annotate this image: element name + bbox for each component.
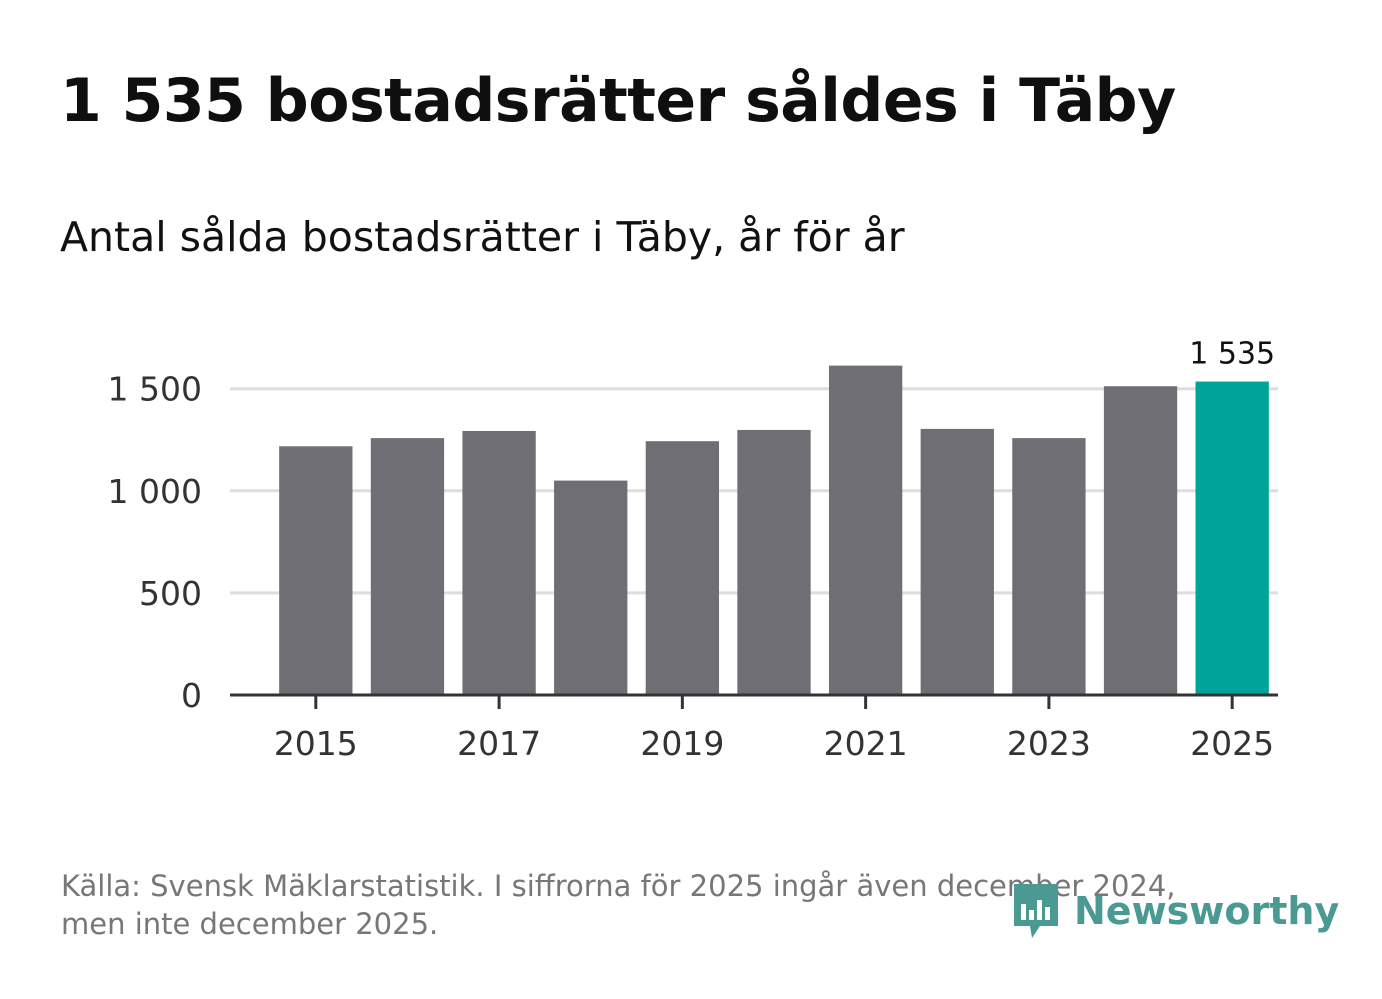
bar-2016 (370, 438, 445, 695)
x-tick-label: 2017 (457, 724, 541, 763)
bar-2019 (645, 441, 720, 695)
x-tick-label: 2019 (640, 724, 724, 763)
bar-2022 (920, 428, 994, 695)
newsworthy-logo-text: Newsworthy (1074, 889, 1340, 933)
source-line-2: men inte december 2025. (61, 907, 439, 941)
bar-2021 (828, 365, 903, 695)
x-tick-label: 2023 (1007, 724, 1091, 763)
data-label-2025: 1 535 (1189, 337, 1275, 372)
chart-subtitle: Antal sålda bostadsrätter i Täby, år för… (60, 213, 905, 261)
bar-2015 (279, 446, 353, 695)
y-tick-label: 1 500 (108, 370, 202, 409)
chart-title: 1 535 bostadsrätter såldes i Täby (60, 66, 1176, 136)
bar-2020 (737, 429, 811, 695)
y-tick-label: 0 (181, 676, 202, 715)
bar-2024 (1103, 386, 1178, 695)
bar-chart: 0 500 1 000 1 500 2015 2017 2019 2021 2023 2025 1 … (108, 337, 1278, 763)
labels: 0 500 1 000 1 500 2015 2017 2019 2021 2023 2025 1 … (108, 337, 1276, 763)
newsworthy-logo-icon (1014, 884, 1058, 938)
source-line-1: Källa: Svensk Mäklarstatistik. I siffror… (61, 869, 1176, 903)
bar-2018 (554, 480, 628, 695)
newsworthy-logo: Newsworthy (1010, 880, 1339, 942)
x-tick-label: 2015 (274, 724, 358, 763)
bars (279, 365, 1269, 695)
bar-2025 (1195, 381, 1269, 695)
x-tick-label: 2021 (824, 724, 908, 763)
y-tick-label: 500 (139, 574, 202, 613)
x-tick-label: 2025 (1190, 724, 1274, 763)
bar-2023 (1012, 438, 1086, 695)
bar-2017 (462, 430, 536, 695)
y-tick-label: 1 000 (108, 472, 202, 511)
axes (230, 693, 1278, 709)
source-note: Källa: Svensk Mäklarstatistik. I siffror… (61, 867, 1261, 943)
